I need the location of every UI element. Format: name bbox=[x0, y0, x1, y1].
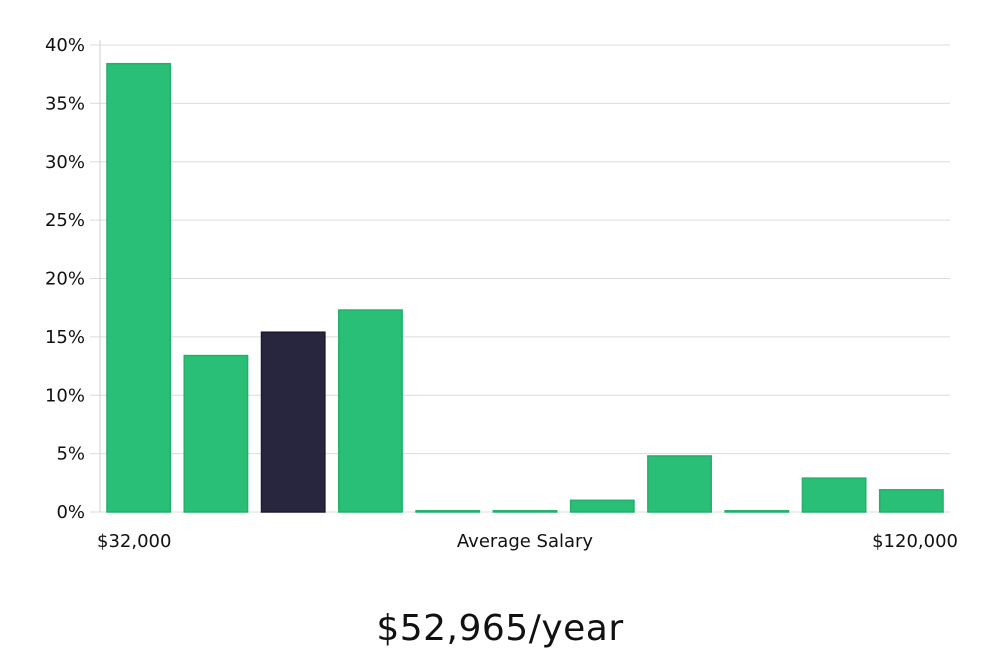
y-tick-label: 20% bbox=[45, 269, 85, 290]
y-tick-label: 30% bbox=[45, 152, 85, 173]
y-tick-label: 5% bbox=[56, 444, 85, 465]
bar bbox=[106, 62, 172, 513]
bar bbox=[878, 489, 944, 513]
bar-highlighted bbox=[260, 331, 326, 513]
x-min-label: $32,000 bbox=[97, 531, 171, 552]
y-axis-tick-labels: 0% 5% 10% 15% 20% 25% 30% 35% 40% bbox=[45, 35, 85, 523]
y-tick-label: 35% bbox=[45, 93, 85, 114]
y-tick-label: 40% bbox=[45, 35, 85, 56]
y-tick-label: 0% bbox=[56, 502, 85, 523]
bar bbox=[647, 455, 712, 513]
bars bbox=[106, 62, 944, 513]
bar bbox=[338, 309, 403, 513]
y-tick-label: 15% bbox=[45, 327, 85, 348]
bar bbox=[569, 499, 635, 513]
bar bbox=[415, 510, 481, 513]
x-center-label: Average Salary bbox=[457, 531, 594, 552]
bar bbox=[801, 477, 867, 513]
average-salary-headline: $52,965/year bbox=[376, 608, 624, 649]
salary-distribution-chart: 0% 5% 10% 15% 20% 25% 30% 35% 40% $32,000 Averag… bbox=[45, 35, 958, 552]
bar bbox=[492, 510, 558, 513]
bar bbox=[724, 510, 790, 513]
bar bbox=[183, 354, 249, 513]
x-max-label: $120,000 bbox=[872, 531, 958, 552]
y-tick-label: 10% bbox=[45, 385, 85, 406]
y-tick-label: 25% bbox=[45, 210, 85, 231]
